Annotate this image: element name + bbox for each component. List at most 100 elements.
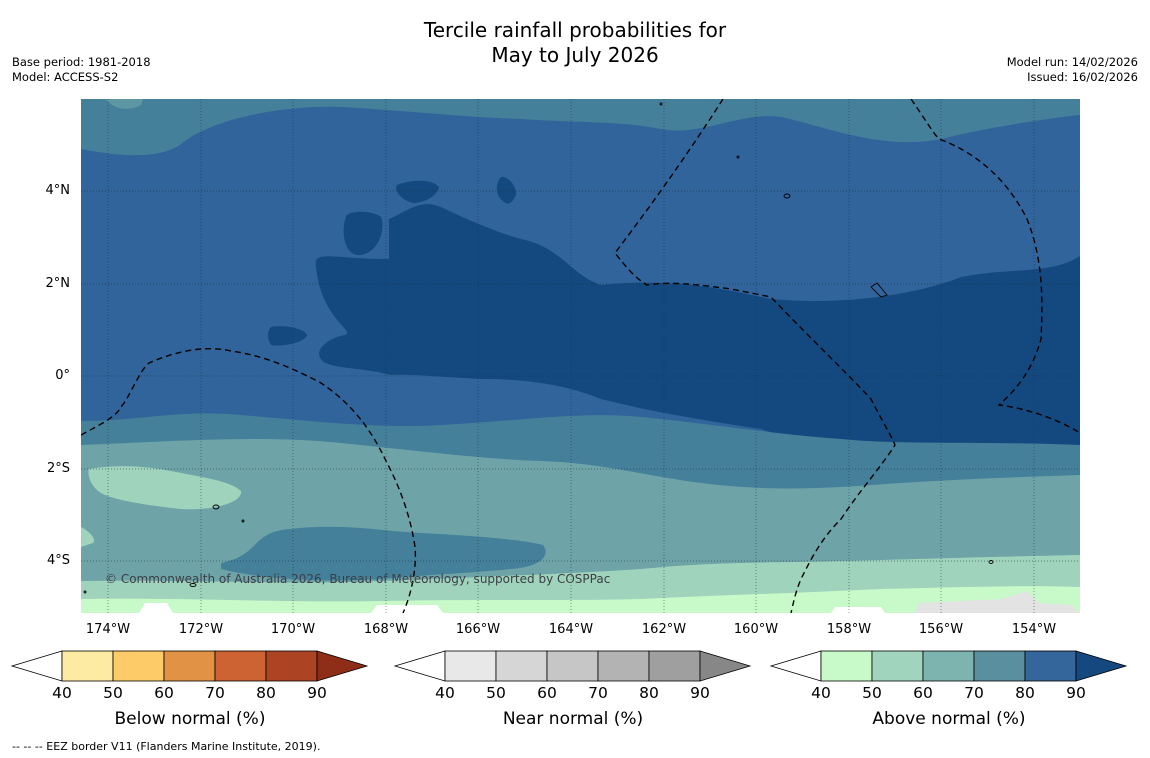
near-seg-50: [495, 650, 548, 682]
below-seg-50: [112, 650, 165, 682]
near-normal-patch: [915, 591, 1080, 613]
band-50-south: [88, 466, 242, 510]
model-text: Model: ACCESS-S2: [12, 70, 119, 84]
island-9: [988, 560, 994, 564]
eez-footnote: -- -- -- EEZ border V11 (Flanders Marine…: [12, 740, 321, 753]
island-6: [659, 102, 663, 106]
above-arrow-low: [769, 650, 822, 682]
lon-label-166w: 166°W: [455, 622, 501, 637]
band-60-north: [106, 99, 143, 109]
lon-label-168w: 168°W: [363, 622, 409, 637]
below-tick-60: 60: [154, 684, 174, 702]
below-seg-60: [163, 650, 216, 682]
lon-label-170w: 170°W: [270, 622, 316, 637]
island-1: [783, 193, 791, 199]
eez-border-west: [81, 347, 417, 613]
near-seg-80: [648, 650, 701, 682]
lon-label-156w: 156°W: [918, 622, 964, 637]
above-normal-title: Above normal (%): [872, 709, 1026, 729]
eez-borders: [81, 99, 1080, 613]
colorbar-near: [393, 650, 752, 682]
near-seg-70: [597, 650, 650, 682]
below-arrow-high: [316, 650, 369, 682]
lon-label-162w: 162°W: [641, 622, 687, 637]
above-seg-60: [922, 650, 975, 682]
below-tick-80: 80: [256, 684, 276, 702]
above-tick-70: 70: [964, 684, 984, 702]
above-tick-50: 50: [862, 684, 882, 702]
below-seg-40: [61, 650, 114, 682]
title-line-2: May to July 2026: [491, 43, 659, 67]
base-period-text: Base period: 1981-2018: [12, 55, 151, 69]
band-90-patch-4: [268, 326, 307, 346]
above-seg-50: [871, 650, 924, 682]
band-90-patch-1: [343, 211, 383, 256]
lon-label-164w: 164°W: [548, 622, 594, 637]
white-patch-2: [371, 605, 443, 613]
band-90-patch-2: [396, 180, 439, 203]
colorbars: [10, 650, 1128, 682]
below-arrow-low: [10, 650, 63, 682]
title-line-1: Tercile rainfall probabilities for: [423, 18, 727, 42]
lon-label-154w: 154°W: [1011, 622, 1057, 637]
probability-map: [81, 99, 1080, 613]
colorbar-below: [10, 650, 369, 682]
below-tick-40: 40: [52, 684, 72, 702]
island-5: [189, 583, 197, 587]
band-70-north: [81, 99, 1080, 156]
lat-label-0: 0°: [55, 368, 70, 383]
island-7: [736, 155, 740, 159]
above-tick-60: 60: [913, 684, 933, 702]
lon-label-158w: 158°W: [826, 622, 872, 637]
model-run-text: Model run: 14/02/2026: [1006, 55, 1138, 69]
near-tick-60: 60: [537, 684, 557, 702]
below-seg-80: [265, 650, 318, 682]
band-90-equatorial: [315, 204, 1080, 450]
band-90-patch-3: [496, 176, 517, 204]
above-seg-70: [973, 650, 1026, 682]
band-50-west-edge: [81, 527, 95, 547]
lon-label-172w: 172°W: [178, 622, 224, 637]
below-seg-70: [214, 650, 267, 682]
island-2: [870, 282, 888, 298]
near-arrow-low: [393, 650, 446, 682]
issued-text: Issued: 16/02/2026: [1027, 70, 1138, 84]
above-arrow-high: [1075, 650, 1128, 682]
metadata-right: Model run: 14/02/2026 Issued: 16/02/2026: [1007, 55, 1138, 85]
above-tick-80: 80: [1015, 684, 1035, 702]
white-patch-1: [139, 603, 173, 613]
lon-label-174w: 174°W: [85, 622, 131, 637]
below-tick-70: 70: [205, 684, 225, 702]
near-seg-40: [444, 650, 497, 682]
band-40-southern: [81, 586, 1080, 613]
below-normal-title: Below normal (%): [114, 709, 266, 729]
near-tick-70: 70: [588, 684, 608, 702]
near-tick-40: 40: [435, 684, 455, 702]
near-tick-90: 90: [690, 684, 710, 702]
lat-label-4n: 4°N: [45, 183, 71, 198]
near-arrow-high: [699, 650, 752, 682]
chart-title: Tercile rainfall probabilities for May t…: [0, 18, 1150, 68]
island-3: [212, 504, 220, 510]
copyright-text: © Commonwealth of Australia 2026, Bureau…: [105, 572, 611, 586]
eez-border-north: [614, 99, 896, 613]
near-normal-title: Near normal (%): [502, 709, 644, 729]
island-4: [241, 519, 245, 523]
island-8: [83, 590, 87, 594]
near-seg-60: [546, 650, 599, 682]
metadata-left: Base period: 1981-2018 Model: ACCESS-S2: [12, 55, 151, 85]
lat-label-4s: 4°S: [46, 553, 70, 568]
below-tick-50: 50: [103, 684, 123, 702]
islands: [83, 102, 994, 594]
lon-label-160w: 160°W: [733, 622, 779, 637]
lat-label-2n: 2°N: [45, 276, 71, 291]
white-patch-3: [831, 607, 885, 613]
above-tick-90: 90: [1066, 684, 1086, 702]
near-tick-50: 50: [486, 684, 506, 702]
above-tick-40: 40: [811, 684, 831, 702]
band-70-southern-lobe: [221, 526, 546, 581]
above-seg-80: [1024, 650, 1077, 682]
above-seg-40: [820, 650, 873, 682]
colorbar-above: [769, 650, 1128, 682]
near-tick-80: 80: [639, 684, 659, 702]
